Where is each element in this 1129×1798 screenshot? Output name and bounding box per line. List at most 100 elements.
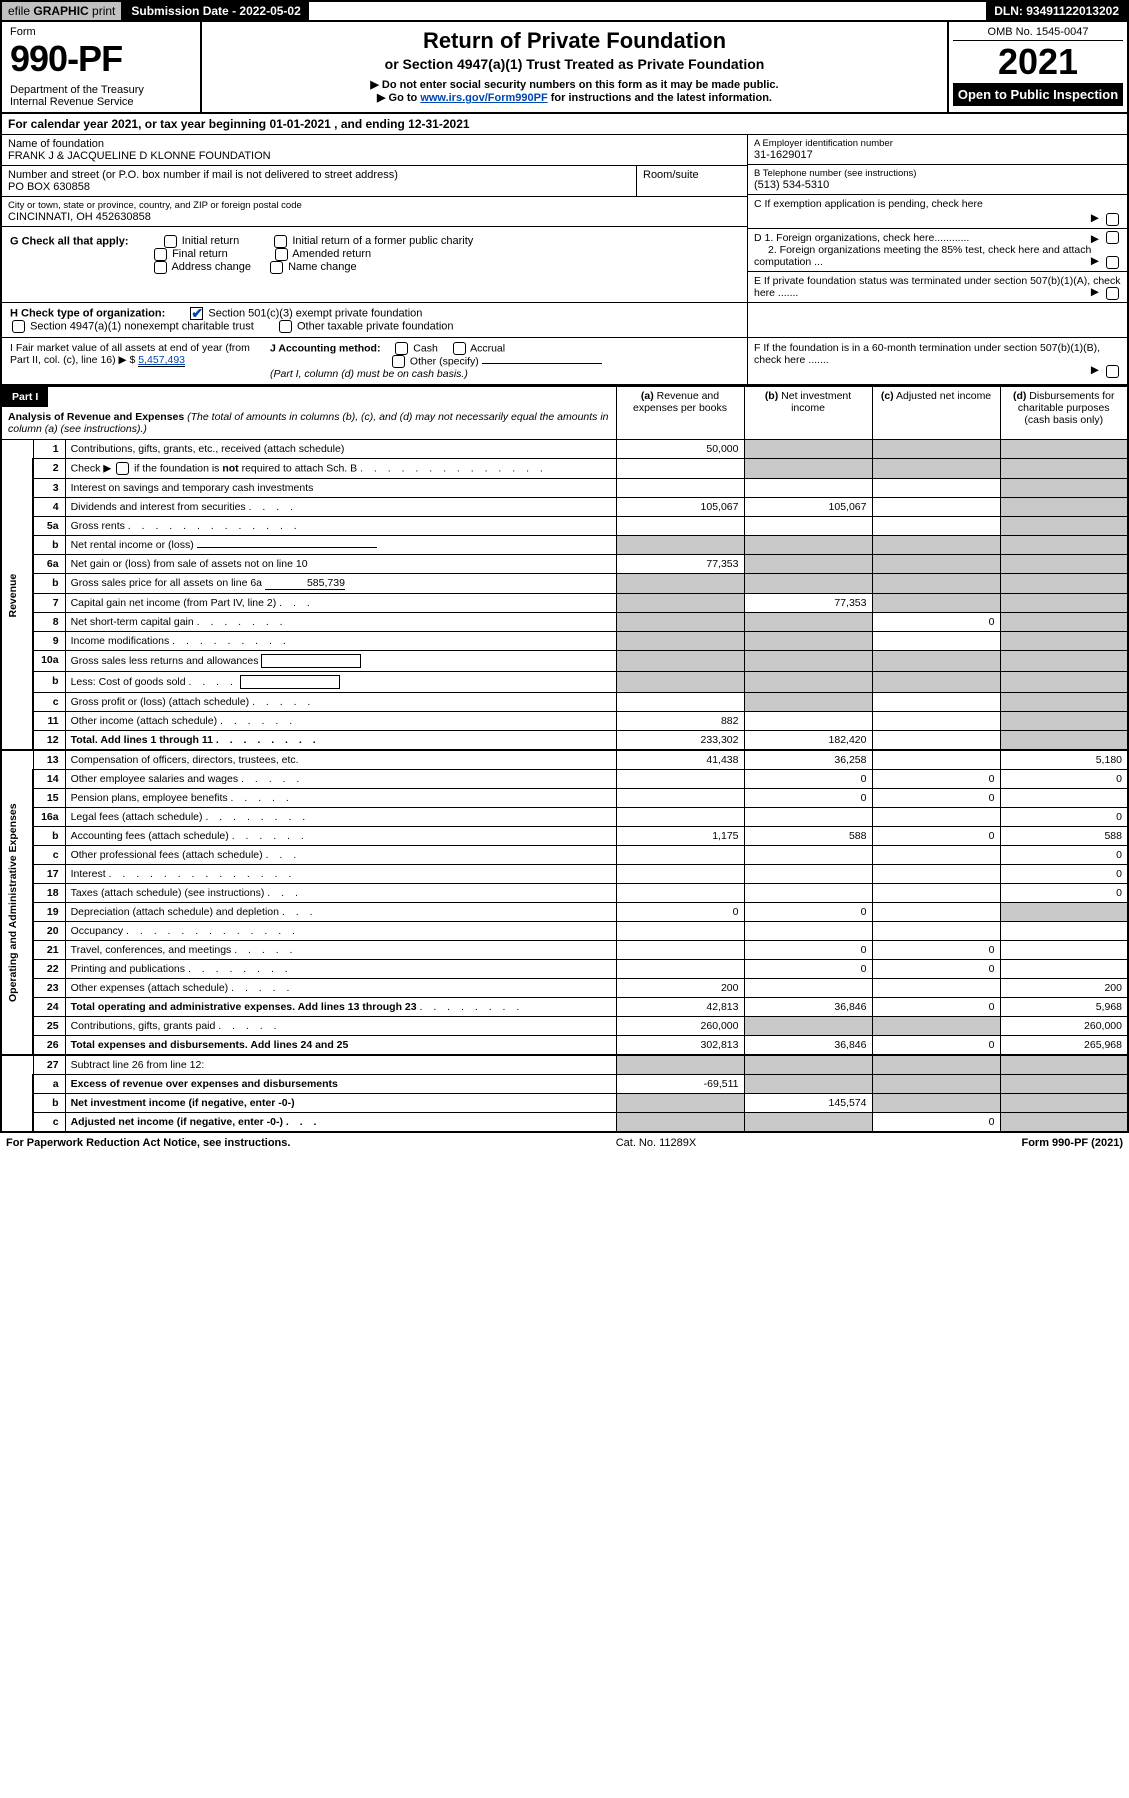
cell-a — [616, 517, 744, 536]
row-num: 23 — [33, 979, 65, 998]
cell-c: 0 — [872, 960, 1000, 979]
header-mid: Return of Private Foundation or Section … — [202, 22, 947, 112]
row-num: b — [33, 672, 65, 693]
row-desc: Other income (attach schedule) . . . . .… — [65, 712, 616, 731]
cell-d: 588 — [1000, 827, 1128, 846]
j-accrual-checkbox[interactable] — [453, 342, 466, 355]
row-desc: Net rental income or (loss) — [65, 536, 616, 555]
cell-d: 200 — [1000, 979, 1128, 998]
row-desc: Gross sales less returns and allowances — [65, 651, 616, 672]
cell-b: 105,067 — [744, 498, 872, 517]
row-desc: Net short-term capital gain . . . . . . … — [65, 613, 616, 632]
cell-b: 36,258 — [744, 750, 872, 770]
cell-c — [872, 884, 1000, 903]
table-row: 9 Income modifications . . . . . . . . . — [1, 632, 1128, 651]
row-desc: Gross profit or (loss) (attach schedule)… — [65, 693, 616, 712]
d-section: D 1. Foreign organizations, check here..… — [747, 229, 1127, 303]
cell-b — [744, 574, 872, 594]
cell-a — [616, 884, 744, 903]
table-row: 6a Net gain or (loss) from sale of asset… — [1, 555, 1128, 574]
cell-b — [744, 1055, 872, 1075]
row-desc: Check ▶ if the foundation is not require… — [65, 459, 616, 479]
row-desc: Interest on savings and temporary cash i… — [65, 479, 616, 498]
table-row: 15 Pension plans, employee benefits . . … — [1, 789, 1128, 808]
f-checkbox[interactable] — [1106, 365, 1119, 378]
fmv-link[interactable]: 5,457,493 — [138, 354, 185, 367]
header-left: Form 990-PF Department of the Treasury I… — [2, 22, 202, 112]
cell-d — [1000, 536, 1128, 555]
cell-a — [616, 536, 744, 555]
cell-d — [1000, 1075, 1128, 1094]
cell-b: 0 — [744, 903, 872, 922]
cell-d — [1000, 672, 1128, 693]
cell-d — [1000, 498, 1128, 517]
cell-c: 0 — [872, 998, 1000, 1017]
table-row: 3 Interest on savings and temporary cash… — [1, 479, 1128, 498]
e-checkbox[interactable] — [1106, 287, 1119, 300]
cell-a — [616, 865, 744, 884]
form-number: 990-PF — [10, 38, 192, 80]
part1-label: Part I — [2, 387, 48, 407]
table-row: 10a Gross sales less returns and allowan… — [1, 651, 1128, 672]
cell-d — [1000, 459, 1128, 479]
cell-b — [744, 517, 872, 536]
j-other-line — [482, 363, 602, 364]
table-row: 7 Capital gain net income (from Part IV,… — [1, 594, 1128, 613]
cell-a — [616, 770, 744, 789]
section-h: H Check type of organization: Section 50… — [0, 303, 1129, 338]
cell-b — [744, 865, 872, 884]
omb-number: OMB No. 1545-0047 — [953, 24, 1123, 41]
schb-checkbox[interactable] — [116, 462, 129, 475]
g-name-checkbox[interactable] — [270, 261, 283, 274]
d1-checkbox[interactable] — [1106, 231, 1119, 244]
h-lead: H Check type of organization: — [10, 307, 165, 319]
cell-d — [1000, 903, 1128, 922]
h-other-checkbox[interactable] — [279, 320, 292, 333]
g-amended-checkbox[interactable] — [275, 248, 288, 261]
table-row: 25 Contributions, gifts, grants paid . .… — [1, 1017, 1128, 1036]
h-4947-checkbox[interactable] — [12, 320, 25, 333]
cell-b — [744, 672, 872, 693]
cell-b: 145,574 — [744, 1094, 872, 1113]
g-initial-checkbox[interactable] — [164, 235, 177, 248]
ein-label: A Employer identification number — [754, 138, 1121, 149]
room-label: Room/suite — [643, 169, 741, 181]
cell-c — [872, 750, 1000, 770]
cell-a — [616, 808, 744, 827]
cell-c — [872, 922, 1000, 941]
cell-c — [872, 459, 1000, 479]
cell-c — [872, 574, 1000, 594]
g-initial-former-checkbox[interactable] — [274, 235, 287, 248]
g-final-checkbox[interactable] — [154, 248, 167, 261]
j-cash-checkbox[interactable] — [395, 342, 408, 355]
cell-d — [1000, 555, 1128, 574]
d2-checkbox[interactable] — [1106, 256, 1119, 269]
cell-c — [872, 651, 1000, 672]
cell-a: 105,067 — [616, 498, 744, 517]
cell-b — [744, 884, 872, 903]
footer-mid: Cat. No. 11289X — [616, 1137, 697, 1149]
row-desc: Depreciation (attach schedule) and deple… — [65, 903, 616, 922]
j-other-checkbox[interactable] — [392, 355, 405, 368]
cell-c — [872, 555, 1000, 574]
cell-b — [744, 555, 872, 574]
cell-d — [1000, 922, 1128, 941]
ein-value: 31-1629017 — [754, 149, 1121, 161]
cell-d — [1000, 594, 1128, 613]
row-desc: Dividends and interest from securities .… — [65, 498, 616, 517]
c-checkbox[interactable] — [1106, 213, 1119, 226]
row-num: 3 — [33, 479, 65, 498]
g-opt-address: Address change — [171, 261, 251, 273]
cell-b — [744, 1113, 872, 1133]
row-desc: Printing and publications . . . . . . . … — [65, 960, 616, 979]
arrow-icon: ▶ — [1091, 286, 1099, 298]
cell-c: 0 — [872, 941, 1000, 960]
row-desc: Taxes (attach schedule) (see instruction… — [65, 884, 616, 903]
form-subtitle: or Section 4947(a)(1) Trust Treated as P… — [212, 56, 937, 72]
g-address-checkbox[interactable] — [154, 261, 167, 274]
cell-a: 302,813 — [616, 1036, 744, 1056]
irs-link[interactable]: www.irs.gov/Form990PF — [420, 92, 547, 104]
cell-c — [872, 517, 1000, 536]
cell-a — [616, 574, 744, 594]
h-501c3-checkbox[interactable] — [190, 307, 203, 320]
